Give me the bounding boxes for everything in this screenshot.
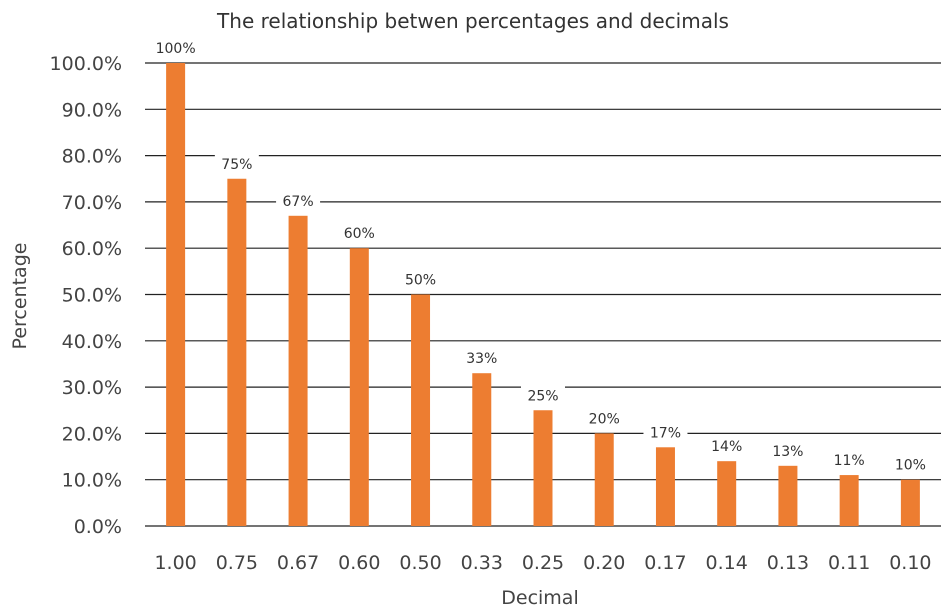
bar <box>227 179 246 526</box>
bar <box>901 480 920 526</box>
x-tick-label: 0.11 <box>828 552 870 574</box>
data-label: 25% <box>527 388 558 404</box>
data-label: 20% <box>589 411 620 427</box>
x-axis-ticks: 1.00 0.75 0.67 0.60 0.50 0.33 0.25 0.20 0.17 0.14… <box>154 552 931 574</box>
bar <box>656 447 675 526</box>
bar <box>717 461 736 526</box>
y-tick-label: 10.0% <box>62 470 122 492</box>
x-tick-label: 0.13 <box>767 552 809 574</box>
data-label: 11% <box>834 453 865 469</box>
y-tick-label: 80.0% <box>62 146 122 168</box>
data-labels: 100% 75% 67% 60% 50% 33% 25% 20% 17% 14% 13% 11% 10% <box>154 37 933 474</box>
data-label: 33% <box>466 351 497 367</box>
bar <box>411 295 430 527</box>
y-tick-label: 70.0% <box>62 192 122 214</box>
chart-title: The relationship betwen percentages and … <box>216 9 729 33</box>
x-tick-label: 0.50 <box>399 552 441 574</box>
x-tick-label: 0.33 <box>461 552 503 574</box>
y-tick-label: 100.0% <box>50 53 122 75</box>
data-label: 75% <box>221 157 252 173</box>
data-label: 17% <box>650 425 681 441</box>
x-tick-label: 0.20 <box>583 552 625 574</box>
data-label: 100% <box>156 41 196 57</box>
y-tick-label: 60.0% <box>62 238 122 260</box>
data-label: 60% <box>344 226 375 242</box>
bar <box>166 63 185 526</box>
y-tick-label: 30.0% <box>62 377 122 399</box>
data-label: 10% <box>895 458 926 474</box>
y-tick-label: 20.0% <box>62 423 122 445</box>
x-tick-label: 0.10 <box>889 552 931 574</box>
x-tick-label: 1.00 <box>154 552 196 574</box>
x-axis-label: Decimal <box>501 587 578 609</box>
data-label: 13% <box>772 444 803 460</box>
y-tick-label: 0.0% <box>74 516 122 538</box>
bar <box>350 248 369 526</box>
y-tick-label: 50.0% <box>62 285 122 307</box>
x-tick-label: 0.67 <box>277 552 319 574</box>
y-tick-label: 40.0% <box>62 331 122 353</box>
x-tick-label: 0.17 <box>644 552 686 574</box>
y-axis-label: Percentage <box>9 243 31 350</box>
bar <box>778 466 797 526</box>
x-tick-label: 0.25 <box>522 552 564 574</box>
bar <box>840 475 859 526</box>
x-tick-label: 0.75 <box>216 552 258 574</box>
bar <box>534 410 553 526</box>
data-label: 14% <box>711 439 742 455</box>
y-tick-label: 90.0% <box>62 99 122 121</box>
data-label: 50% <box>405 273 436 289</box>
bar <box>472 373 491 526</box>
data-label: 67% <box>283 194 314 210</box>
y-axis-ticks: 0.0% 10.0% 20.0% 30.0% 40.0% 50.0% 60.0% 70.0% 8… <box>50 53 122 538</box>
x-tick-label: 0.14 <box>706 552 748 574</box>
bar <box>595 433 614 526</box>
bar <box>289 216 308 526</box>
x-tick-label: 0.60 <box>338 552 380 574</box>
